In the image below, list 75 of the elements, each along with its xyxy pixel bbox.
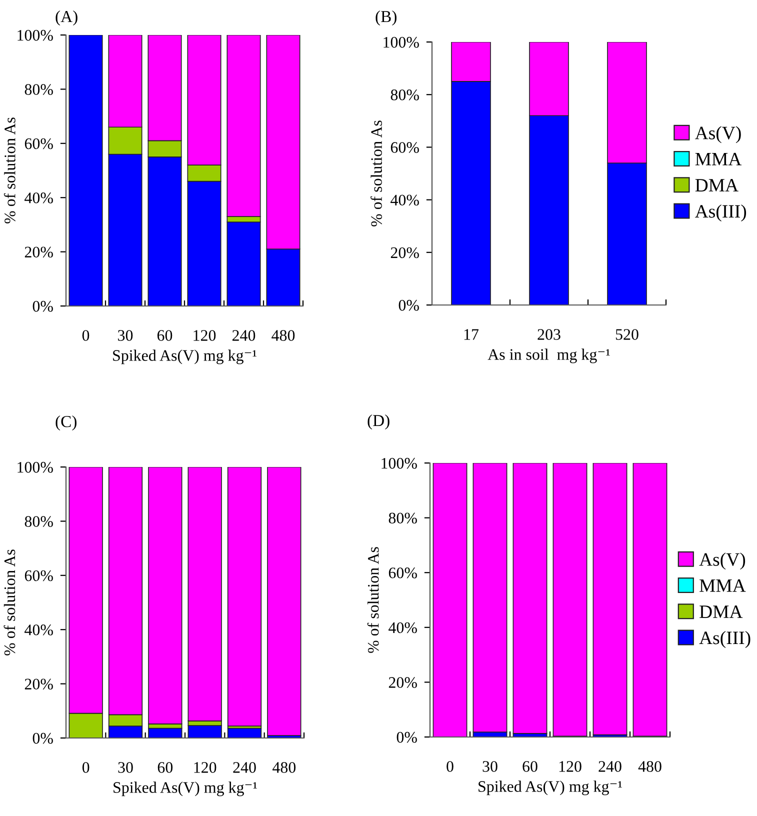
x-tick-label: 60	[157, 330, 172, 341]
x-tick-label: 60	[158, 762, 173, 773]
x-tick-label: 120	[194, 330, 216, 341]
bar	[227, 467, 262, 726]
x-tick-label: 30	[482, 761, 498, 772]
y-tick-label: 0%	[398, 300, 419, 311]
x-tick-label: 30	[118, 330, 133, 341]
x-tick-label: 203	[538, 329, 560, 340]
y-tick-label: 60%	[388, 568, 417, 578]
legend-label: MMA	[695, 152, 742, 166]
chart-title: (C)	[56, 415, 76, 431]
x-axis-title: As in soil mg kg⁻¹	[488, 348, 610, 364]
y-tick-label: 100%	[18, 462, 53, 473]
x-tick-label: 240	[233, 762, 256, 773]
chart-title: (B)	[376, 10, 396, 26]
y-tick-label: 80%	[24, 84, 53, 95]
x-axis-title: Spiked As(V) mg kg⁻¹	[113, 350, 256, 364]
bar	[267, 467, 302, 736]
y-axis-title: % of solution As	[370, 120, 382, 226]
x-tick-label: 480	[638, 761, 662, 772]
x-tick-label: 60	[522, 761, 538, 772]
x-tick-label: 120	[559, 761, 582, 772]
legend-label: DMA	[695, 179, 738, 192]
y-tick-label: 80%	[388, 512, 417, 524]
y-tick-label: 20%	[24, 246, 53, 258]
y-tick-label: 40%	[390, 194, 419, 206]
x-tick-label: 240	[598, 761, 622, 772]
bar	[472, 463, 508, 732]
bar	[148, 467, 182, 724]
y-tick-label: 60%	[24, 570, 53, 582]
legend-label: MMA	[700, 579, 746, 592]
x-tick-label: 120	[194, 762, 216, 773]
x-tick-label: 17	[464, 329, 479, 340]
y-tick-label: 40%	[388, 622, 417, 634]
y-tick-label: 20%	[24, 678, 53, 690]
bar	[68, 35, 103, 306]
y-tick-label: 20%	[388, 677, 417, 688]
bar	[512, 463, 548, 734]
x-tick-label: 0	[82, 762, 90, 773]
y-tick-label: 0%	[32, 300, 53, 312]
y-tick-label: 20%	[390, 247, 419, 258]
legend-label: As(V)	[695, 126, 741, 144]
legend-label: As(III)	[695, 204, 746, 222]
y-axis-title: % of solution As	[4, 118, 16, 224]
x-tick-label: 480	[272, 762, 296, 773]
legend-label: As(III)	[699, 631, 750, 648]
x-tick-label: 480	[272, 330, 295, 341]
y-tick-label: 0%	[32, 732, 53, 744]
y-axis-title: % of solution As	[367, 547, 379, 653]
y-tick-label: 40%	[24, 624, 53, 636]
x-tick-label: 520	[616, 329, 638, 340]
bar	[432, 463, 468, 737]
y-tick-label: 100%	[18, 30, 53, 41]
legend-label: As(V)	[699, 552, 746, 570]
y-tick-label: 80%	[390, 90, 419, 100]
x-tick-label: 240	[232, 330, 256, 341]
x-axis-title: Spiked As(V) mg kg⁻¹	[478, 780, 622, 796]
x-tick-label: 30	[118, 762, 133, 773]
chart-title: (A)	[56, 10, 78, 26]
bar	[632, 463, 668, 737]
x-tick-label: 0	[446, 761, 454, 772]
y-tick-label: 80%	[24, 516, 53, 527]
y-tick-label: 0%	[396, 732, 417, 743]
chart-title: (D)	[368, 414, 390, 430]
x-axis-title: Spiked As(V) mg kg⁻¹	[114, 782, 257, 796]
x-tick-label: 0	[82, 330, 90, 341]
y-tick-label: 100%	[382, 458, 417, 469]
y-axis-title: % of solution As	[4, 550, 16, 656]
y-tick-label: 60%	[24, 138, 53, 150]
y-tick-label: 100%	[384, 36, 419, 48]
legend-label: DMA	[700, 606, 743, 618]
bar	[552, 463, 588, 737]
bar	[592, 463, 628, 736]
y-tick-label: 40%	[24, 192, 53, 204]
y-tick-label: 60%	[390, 142, 419, 153]
